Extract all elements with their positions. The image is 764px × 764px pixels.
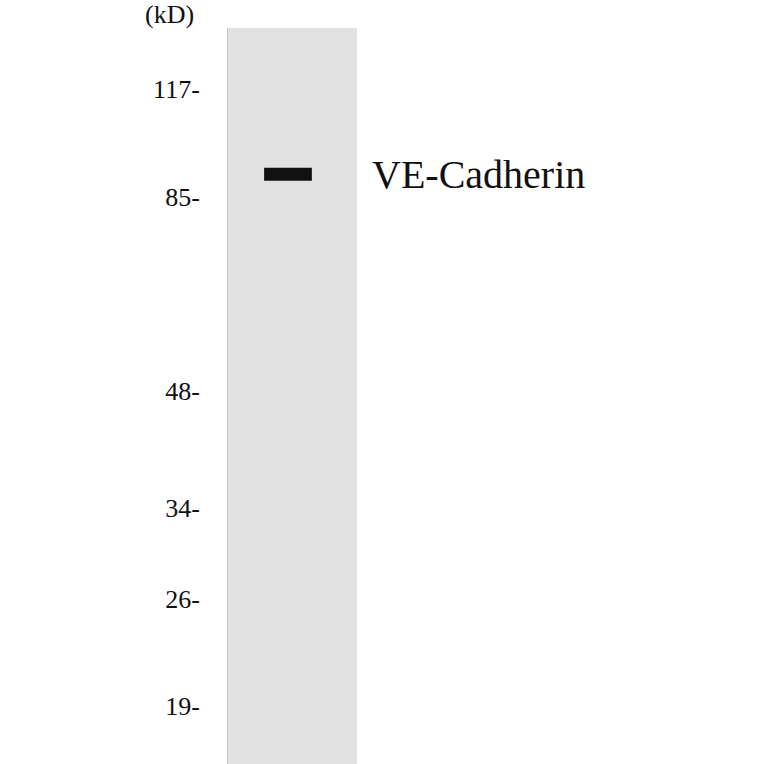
svg-text:48-: 48- bbox=[165, 377, 200, 406]
svg-text:85-: 85- bbox=[165, 183, 200, 212]
svg-text:34-: 34- bbox=[165, 494, 200, 523]
svg-text:26-: 26- bbox=[165, 585, 200, 614]
svg-text:19-: 19- bbox=[165, 692, 200, 721]
svg-text:117-: 117- bbox=[153, 75, 200, 104]
svg-text:(kD): (kD) bbox=[145, 0, 194, 29]
svg-text:VE-Cadherin: VE-Cadherin bbox=[372, 152, 585, 197]
